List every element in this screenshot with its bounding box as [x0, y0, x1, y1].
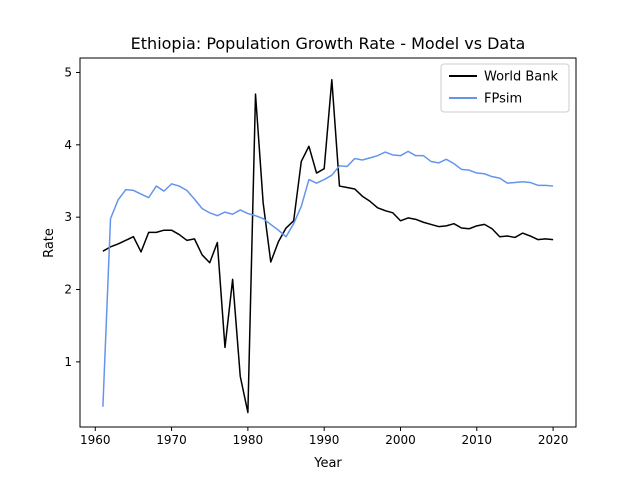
axes-frame — [79, 57, 577, 428]
x-tick-label: 2010 — [462, 433, 493, 447]
x-tick-label: 2000 — [385, 433, 416, 447]
y-axis-ticks: 1 2 3 4 5 — [64, 65, 80, 369]
x-tick-label: 1960 — [80, 433, 111, 447]
y-tick-label: 4 — [64, 138, 72, 152]
legend-label: World Bank — [484, 70, 559, 85]
x-tick-label: 1990 — [309, 433, 340, 447]
y-tick-label: 1 — [64, 355, 72, 369]
x-tick-label: 1980 — [233, 433, 264, 447]
legend-label: FPsim — [484, 92, 522, 107]
y-tick-label: 3 — [64, 210, 72, 224]
legend: World Bank FPsim — [440, 63, 570, 113]
y-axis-label: Rate — [42, 228, 57, 258]
x-axis-ticks: 1960 1970 1980 1990 2000 2010 2020 — [80, 427, 568, 447]
y-tick-label: 2 — [64, 283, 72, 297]
x-tick-label: 2020 — [538, 433, 569, 447]
y-tick-label: 5 — [64, 65, 72, 79]
series-line-2 — [102, 150, 554, 407]
chart-title: Ethiopia: Population Growth Rate - Model… — [131, 34, 526, 53]
x-axis-label: Year — [313, 456, 342, 471]
series-line-1 — [102, 78, 554, 414]
plot-area — [79, 57, 577, 428]
x-tick-label: 1970 — [156, 433, 187, 447]
